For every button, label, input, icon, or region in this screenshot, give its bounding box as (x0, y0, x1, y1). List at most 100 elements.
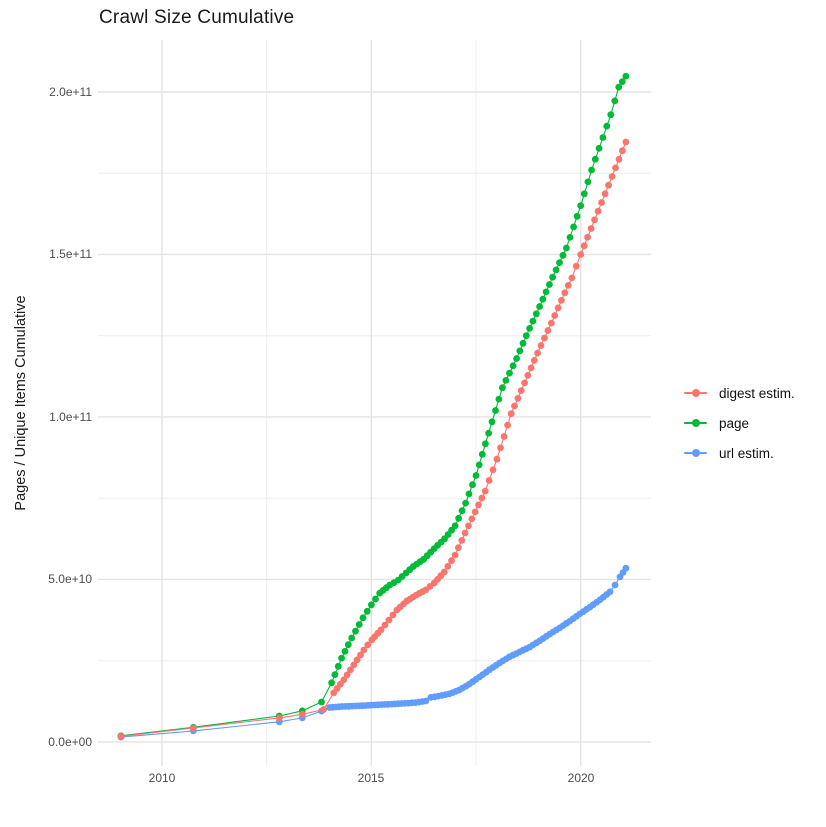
series-point-page (334, 662, 342, 670)
legend-key-icon (684, 419, 707, 427)
legend: digest estim. page url estim. (684, 378, 795, 468)
series-point-digest (475, 501, 482, 509)
series-point-url (606, 588, 614, 596)
series-point-page (318, 698, 325, 706)
series-point-page (363, 607, 371, 615)
series-point-page (499, 384, 506, 392)
series-point-page (546, 281, 553, 288)
series-point-digest (190, 724, 197, 732)
series-point-digest (478, 494, 486, 502)
series-point-digest (541, 334, 548, 342)
series-point-digest (340, 676, 348, 684)
series-point-page (469, 481, 476, 489)
series-point-digest (298, 710, 306, 718)
series-point-digest (455, 544, 462, 552)
series-point-page (482, 440, 489, 448)
series-point-page (341, 648, 349, 655)
series-point-page (492, 407, 499, 414)
series-point-digest (619, 147, 626, 155)
series-point-page (331, 671, 339, 678)
series-point-digest (521, 379, 528, 387)
series-point-page (519, 339, 527, 347)
series-point-digest (598, 199, 605, 206)
series-point-page (539, 295, 547, 303)
x-tick-label: 2010 (148, 771, 176, 785)
series-point-page (462, 499, 469, 507)
series-point-url (622, 564, 630, 572)
series-point-digest (608, 173, 616, 180)
y-tick-label: 0.0e+00 (48, 735, 92, 749)
series-point-digest (594, 207, 602, 215)
legend-label: page (719, 415, 750, 431)
legend-item-url: url estim. (684, 438, 795, 468)
series-point-page (607, 111, 615, 119)
series-point-page (485, 429, 492, 437)
y-tick-label: 1.0e+11 (49, 410, 92, 424)
series-point-digest (350, 661, 358, 669)
series-point-digest (458, 537, 466, 544)
series-point-digest (468, 515, 476, 523)
legend-item-page: page (684, 408, 795, 438)
series-point-page (595, 144, 603, 152)
series-point-page (455, 514, 462, 522)
series-point-page (580, 190, 588, 198)
series-point-digest (117, 733, 125, 740)
series-point-page (584, 178, 592, 186)
series-point-digest (580, 242, 588, 250)
series-point-digest (548, 319, 555, 327)
series-point-page (488, 418, 496, 426)
series-point-digest (485, 477, 493, 484)
series-point-digest (364, 641, 372, 649)
legend-label: digest estim. (719, 385, 795, 401)
series-point-page (338, 654, 345, 662)
series-point-page (368, 601, 375, 609)
series-point-digest (544, 327, 552, 334)
series-point-page (352, 627, 359, 635)
series-point-page (566, 234, 574, 241)
series-point-page (478, 450, 486, 458)
series-point-page (552, 266, 560, 274)
series-point-digest (554, 304, 562, 312)
series-point-page (451, 522, 459, 530)
series-point-page (563, 244, 570, 252)
series-point-page (611, 97, 619, 105)
series-point-page (532, 310, 540, 318)
series-point-page (556, 259, 563, 266)
series-point-page (588, 166, 595, 174)
series-point-digest (530, 357, 538, 364)
series-point-digest (471, 508, 479, 516)
series-point-page (509, 362, 517, 370)
series-point-digest (564, 282, 572, 289)
series-point-digest (381, 621, 389, 629)
series-point-digest (507, 410, 515, 418)
series-point-page (475, 461, 483, 469)
series-point-digest (444, 563, 452, 570)
legend-label: url estim. (719, 445, 774, 461)
series-point-digest (343, 671, 351, 679)
series-point-page (472, 472, 480, 479)
series-point-digest (465, 522, 472, 530)
y-tick-label: 5.0e+10 (48, 572, 92, 586)
series-point-page (549, 273, 556, 281)
series-point-page (348, 634, 356, 642)
series-point-digest (622, 138, 630, 146)
series-point-digest (537, 342, 545, 349)
series-line-digest (120, 141, 627, 737)
series-point-digest (320, 706, 327, 713)
series-point-page (516, 347, 524, 355)
series-point-digest (527, 364, 535, 372)
series-point-url (611, 581, 619, 589)
series-point-digest (587, 225, 595, 232)
series-point-digest (511, 402, 518, 410)
series-point-page (559, 251, 567, 259)
series-point-page (465, 490, 473, 498)
series-point-digest (551, 312, 559, 319)
series-point-digest (601, 190, 609, 198)
series-point-digest (558, 297, 565, 304)
series-point-page (529, 317, 537, 325)
series-point-digest (534, 349, 541, 357)
y-tick-label: 1.5e+11 (49, 247, 92, 261)
series-point-page (536, 303, 543, 310)
